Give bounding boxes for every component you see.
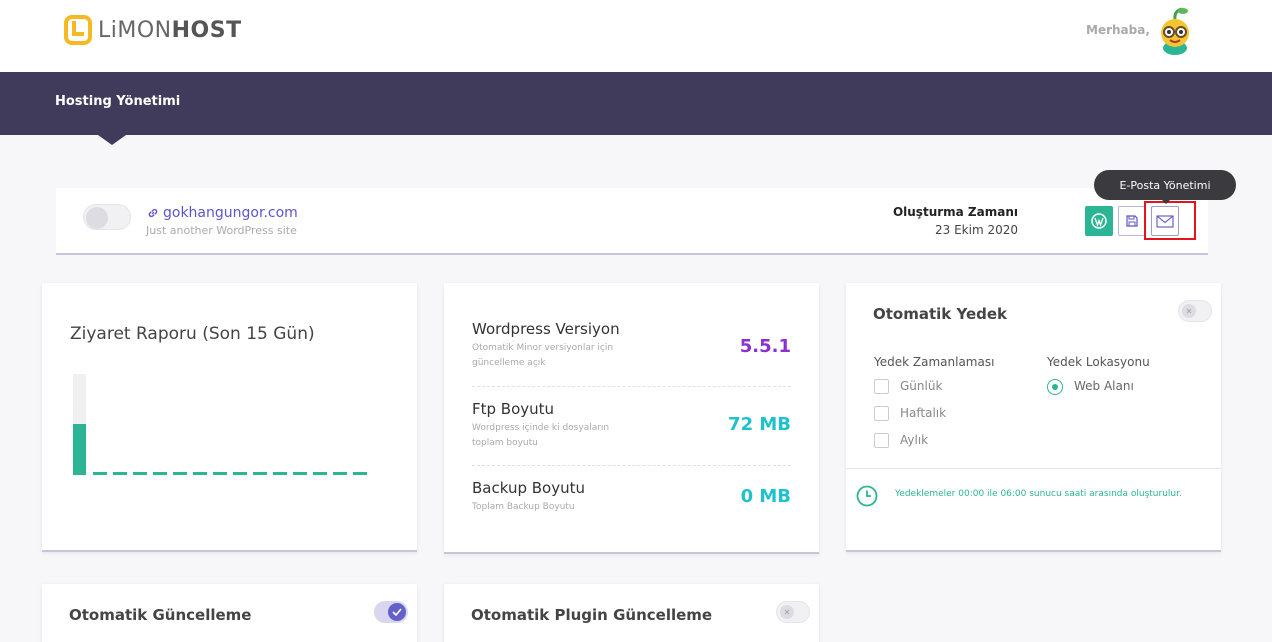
wordpress-icon — [1091, 213, 1107, 229]
chart-bar-day-15 — [353, 472, 367, 475]
brand-logo[interactable]: LiMONHOST — [64, 14, 242, 46]
clock-icon — [856, 485, 878, 507]
auto-update-title: Otomatik Güncelleme — [69, 606, 252, 624]
user-avatar[interactable] — [1152, 6, 1198, 56]
chart-bar-day-1 — [73, 424, 86, 475]
wordpress-version-row: Wordpress Versiyon Otomatik Minor versiy… — [472, 320, 791, 371]
visit-report-card: Ziyaret Raporu (Son 15 Gün) — [42, 283, 417, 552]
brand-name: LiMONHOST — [98, 17, 242, 43]
tooltip-arrow — [1161, 199, 1171, 204]
row-title: Wordpress Versiyon — [472, 320, 620, 338]
site-bar: gokhangungor.com Just another WordPress … — [56, 188, 1208, 255]
chart-bar-day-11 — [273, 472, 287, 475]
chart-bar-day-7 — [193, 472, 207, 475]
chart-bar-day-10 — [253, 472, 267, 475]
chart-bar-day-13 — [313, 472, 327, 475]
label-weekly: Haftalık — [900, 406, 947, 420]
row-divider — [472, 465, 791, 466]
toggle-knob — [388, 603, 406, 621]
checkbox-weekly[interactable] — [874, 406, 889, 421]
link-icon — [148, 208, 158, 218]
chart-bar-day-8 — [213, 472, 227, 475]
wordpress-button[interactable] — [1085, 206, 1113, 236]
chart-bar-day-9 — [233, 472, 247, 475]
plugin-update-card: Otomatik Plugin Güncelleme — [444, 584, 819, 642]
floppy-icon — [1126, 215, 1138, 227]
chart-bar-day-3 — [113, 472, 127, 475]
site-toggle[interactable] — [83, 204, 131, 230]
label-monthly: Aylık — [900, 433, 929, 447]
nav-active-caret — [98, 135, 126, 145]
chart-bar-day-4 — [133, 472, 147, 475]
row-subtitle: Toplam Backup Boyutu — [472, 502, 575, 512]
visit-report-title: Ziyaret Raporu (Son 15 Gün) — [70, 324, 315, 344]
nav-hosting-management[interactable]: Hosting Yönetimi — [55, 94, 181, 109]
lemon-logo-icon — [64, 15, 92, 45]
created-date: 23 Ekim 2020 — [935, 223, 1018, 237]
email-tooltip: E-Posta Yönetimi — [1094, 170, 1236, 200]
row-value: 72 MB — [728, 414, 791, 435]
plugin-update-toggle[interactable] — [776, 601, 810, 623]
ftp-size-row: Ftp Boyutu Wordpress içinde ki dosyaları… — [472, 400, 791, 451]
main-navbar: Hosting Yönetimi — [0, 72, 1272, 135]
greeting-text: Merhaba, — [1086, 23, 1150, 37]
chart-bar-day-14 — [333, 472, 347, 475]
chart-bar-day-12 — [293, 472, 307, 475]
row-value: 5.5.1 — [739, 336, 791, 357]
backup-separator — [846, 468, 1221, 469]
label-daily: Günlük — [900, 379, 943, 393]
location-label: Yedek Lokasyonu — [1047, 355, 1150, 369]
schedule-label: Yedek Zamanlaması — [874, 355, 995, 369]
row-title: Backup Boyutu — [472, 479, 585, 497]
backup-schedule-note: Yedeklemeler 00:00 ile 06:00 sunucu saat… — [895, 489, 1182, 499]
check-icon — [392, 608, 402, 616]
toggle-knob — [1182, 304, 1196, 318]
row-subtitle: Otomatik Minor versiyonlar için güncelle… — [472, 343, 614, 368]
toggle-knob — [86, 207, 108, 229]
auto-backup-title: Otomatik Yedek — [873, 305, 1008, 323]
x-icon — [1186, 308, 1192, 314]
row-value: 0 MB — [740, 486, 791, 507]
chart-bar-day-6 — [173, 472, 187, 475]
auto-update-toggle[interactable] — [374, 601, 408, 623]
auto-update-card: Otomatik Güncelleme — [42, 584, 417, 642]
x-icon — [784, 609, 790, 615]
checkbox-daily[interactable] — [874, 379, 889, 394]
label-web-area: Web Alanı — [1074, 379, 1134, 393]
site-domain-link[interactable]: gokhangungor.com — [146, 205, 298, 221]
email-management-button[interactable] — [1151, 206, 1179, 236]
checkbox-monthly[interactable] — [874, 433, 889, 448]
toggle-knob — [780, 605, 794, 619]
row-title: Ftp Boyutu — [472, 400, 555, 418]
highlight-box — [1144, 201, 1196, 240]
row-subtitle: Wordpress içinde ki dosyaların toplam bo… — [472, 423, 610, 448]
backup-size-row: Backup Boyutu Toplam Backup Boyutu 0 MB — [472, 479, 791, 515]
site-info-card: Wordpress Versiyon Otomatik Minor versiy… — [444, 283, 819, 554]
created-label: Oluşturma Zamanı — [892, 205, 1018, 219]
envelope-icon — [1156, 214, 1174, 228]
top-header: LiMONHOST Merhaba, — [0, 0, 1272, 72]
plugin-update-title: Otomatik Plugin Güncelleme — [471, 606, 713, 624]
auto-backup-toggle[interactable] — [1178, 300, 1212, 322]
row-divider — [472, 386, 791, 387]
site-description: Just another WordPress site — [146, 224, 297, 237]
site-domain-text: gokhangungor.com — [163, 205, 298, 221]
chart-bar-day-2 — [93, 472, 107, 475]
auto-backup-card: Otomatik Yedek Yedek Zamanlaması Yedek L… — [846, 283, 1221, 552]
chart-bar-day-5 — [153, 472, 167, 475]
backup-save-button[interactable] — [1118, 206, 1146, 236]
radio-web-area[interactable] — [1047, 379, 1063, 395]
